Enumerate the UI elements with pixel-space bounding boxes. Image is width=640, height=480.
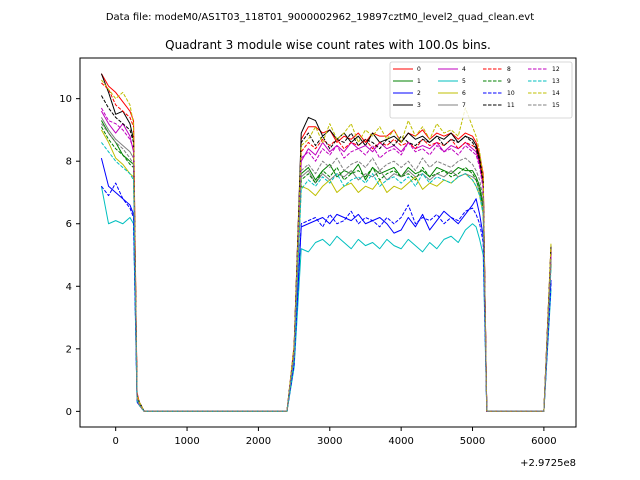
x-tick-label: 6000 xyxy=(531,436,556,447)
y-axis: 0 2 4 6 8 10 xyxy=(59,94,80,418)
x-tick-label: 3000 xyxy=(317,436,342,447)
legend-label-3: 3 xyxy=(417,102,421,109)
x-tick-label: 1000 xyxy=(174,436,199,447)
legend-box xyxy=(389,61,573,119)
legend-label-0: 0 xyxy=(417,66,421,73)
series-layer xyxy=(100,73,552,412)
legend-label-11: 11 xyxy=(507,102,515,109)
legend-label-4: 4 xyxy=(462,66,466,73)
x-offset-label: +2.9725e8 xyxy=(520,458,576,469)
suptitle: Data file: modeM0/AS1T03_118T01_90000029… xyxy=(106,12,534,23)
legend-label-8: 8 xyxy=(507,66,511,73)
legend-label-5: 5 xyxy=(462,78,466,85)
legend-label-13: 13 xyxy=(552,78,560,85)
x-tick-label: 0 xyxy=(112,436,118,447)
legend-label-9: 9 xyxy=(507,78,511,85)
y-tick-label: 2 xyxy=(66,344,72,355)
series-line-14 xyxy=(101,79,552,412)
series-line-15 xyxy=(101,123,552,412)
legend-label-15: 15 xyxy=(552,102,560,109)
x-tick-label: 2000 xyxy=(246,436,271,447)
y-tick-label: 8 xyxy=(66,157,72,168)
legend-label-14: 14 xyxy=(552,90,560,97)
legend-label-2: 2 xyxy=(417,90,421,97)
x-axis: 0 1000 2000 3000 4000 5000 6000 xyxy=(112,427,557,447)
legend-label-7: 7 xyxy=(462,102,466,109)
legend-label-6: 6 xyxy=(462,90,466,97)
series-line-10 xyxy=(101,182,552,412)
y-tick-label: 6 xyxy=(66,219,72,230)
x-tick-label: 4000 xyxy=(388,436,413,447)
x-tick-label: 5000 xyxy=(460,436,485,447)
legend-label-10: 10 xyxy=(507,90,515,97)
y-tick-label: 4 xyxy=(66,282,72,293)
plot-frame xyxy=(79,57,577,428)
y-tick-label: 0 xyxy=(66,407,72,418)
plot-background xyxy=(80,58,576,427)
y-tick-label: 10 xyxy=(59,94,72,105)
legend-label-12: 12 xyxy=(552,66,560,73)
legend-label-1: 1 xyxy=(417,78,421,85)
chart-title: Quadrant 3 module wise count rates with … xyxy=(165,38,491,52)
